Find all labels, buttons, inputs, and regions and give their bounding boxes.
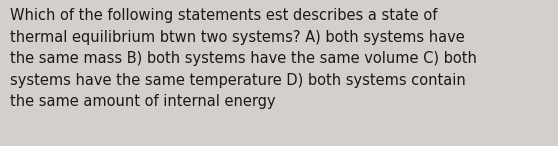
Text: Which of the following statements est describes a state of
thermal equilibrium b: Which of the following statements est de… (10, 8, 477, 109)
